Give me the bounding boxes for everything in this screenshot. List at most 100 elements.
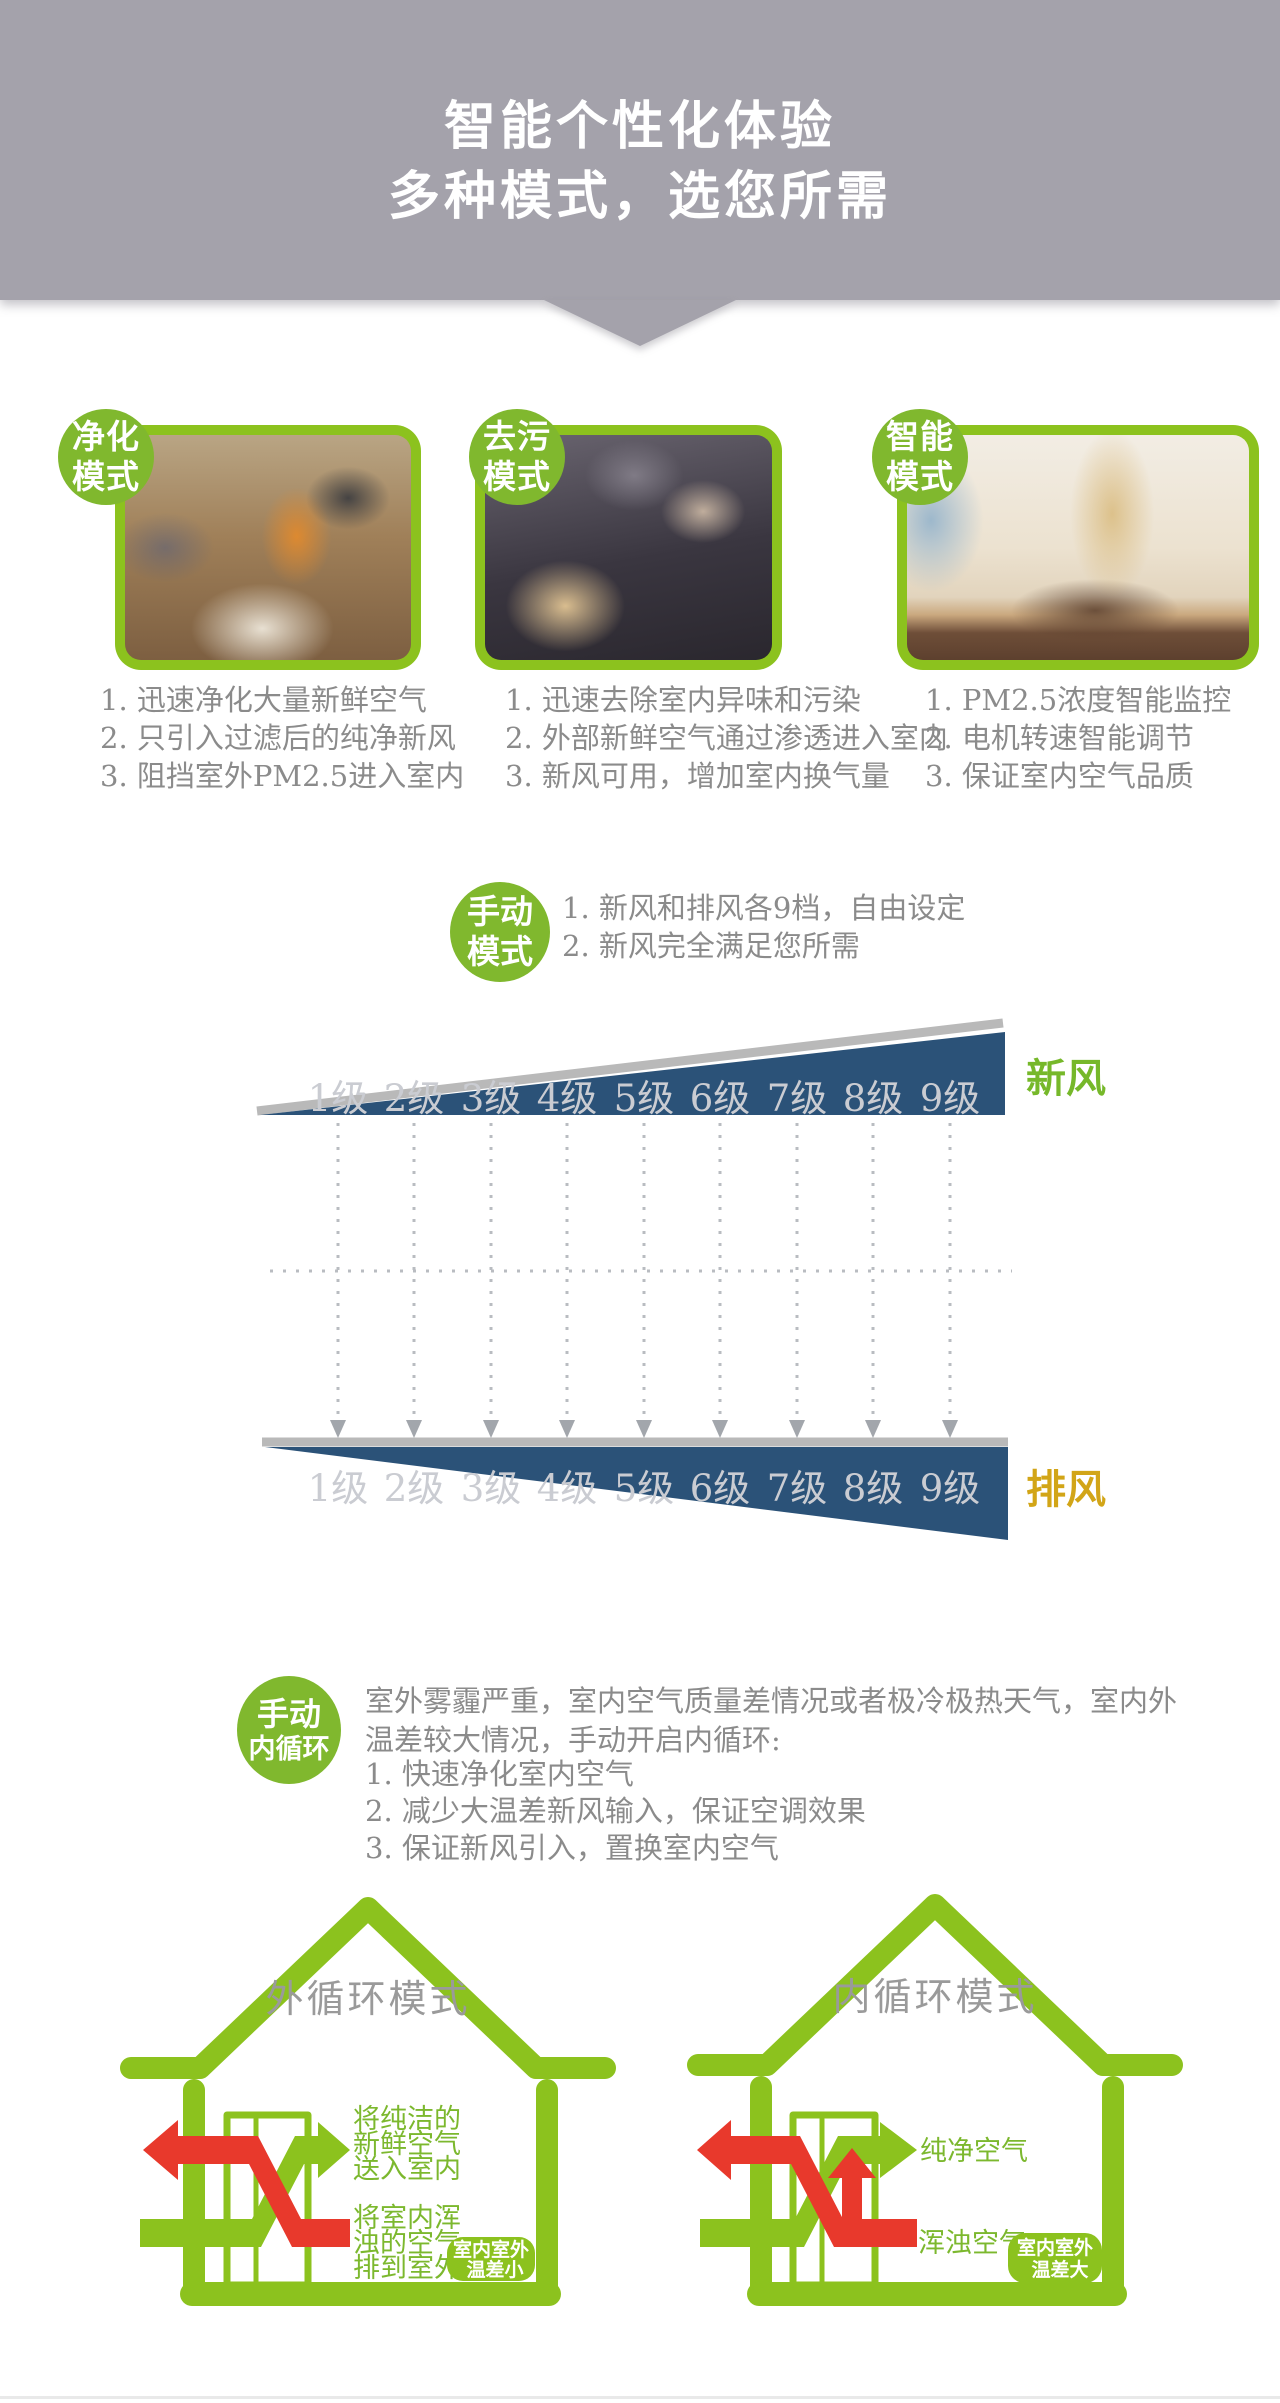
mode-point: 2. 电机转速智能调节: [925, 721, 1194, 755]
fan-levels-diagram: 1级 2级 3级 4级 5级 6级 7级 8级 9级 新风: [256, 1018, 1106, 1540]
exhaust-out-arrow: [697, 2120, 917, 2247]
depollute-mode-badge: 去污 模式: [469, 409, 565, 505]
clean-air-arrow: [700, 2122, 917, 2247]
smart-mode-badge: 智能 模式: [872, 409, 968, 505]
roof: [120, 1897, 616, 2079]
mode-point: 3. 阻挡室外PM2.5进入室内: [100, 759, 465, 793]
mode-point: 1. PM2.5浓度智能监控: [925, 683, 1232, 717]
exhaust-level-label: 3级: [461, 1467, 522, 1510]
supply-level-label: 6级: [690, 1077, 751, 1120]
badge-label: 模式: [467, 933, 533, 970]
note-line: 将室内浑: [353, 2203, 461, 2234]
exhaust-level-label: 8级: [843, 1467, 904, 1510]
exhaust-wedge-shape: [265, 1447, 1008, 1540]
badge-label: 去污: [483, 418, 551, 455]
header-banner: 智能个性化体验 多种模式，选您所需: [0, 0, 1280, 300]
banner-title-line1: 智能个性化体验: [443, 98, 836, 156]
supply-level-label: 8级: [843, 1077, 904, 1120]
badge-line: 室内室外: [1017, 2236, 1093, 2259]
mode-point: 2. 外部新鲜空气通过渗透进入室内: [505, 721, 948, 755]
exhaust-level-label: 9级: [920, 1467, 981, 1510]
exhaust-label: 排风: [1026, 1468, 1106, 1512]
mode-points: 1. 迅速净化大量新鲜空气 2. 只引入过滤后的纯净新风 3. 阻挡室外PM2.…: [100, 681, 465, 795]
mode-point: 2. 只引入过滤后的纯净新风: [100, 721, 456, 755]
exhaust-note: 将室内浑 浊的空气 排到室外: [353, 2203, 461, 2284]
manual-point: 1. 新风和排风各9档，自由设定: [562, 891, 966, 925]
mode-points: 1. PM2.5浓度智能监控 2. 电机转速智能调节 3. 保证室内空气品质: [925, 681, 1259, 795]
supply-label: 新风: [1026, 1057, 1106, 1101]
banner-chevron-icon: [544, 300, 736, 346]
external-circulation-house: 外循环模式 将纯洁的 新鲜空气 送入室内 将室内浑 浊的空气 排到室外 室内室外…: [120, 1897, 616, 2306]
exhaust-level-label: 1级: [308, 1467, 369, 1510]
exhaust-level-label: 4级: [537, 1467, 598, 1510]
exhaust-out-arrow: [143, 2120, 350, 2247]
mode-card-smart: 智能 模式 1. PM2.5浓度智能监控 2. 电机转速智能调节 3. 保证室内…: [872, 409, 1259, 795]
exhaust-level-label: 2级: [384, 1467, 445, 1510]
wedge-highlight-stripe: [256, 1018, 1004, 1116]
loop-point: 2. 减少大温差新风输入，保证空调效果: [365, 1794, 866, 1828]
banner-title-line2: 多种模式，选您所需: [387, 168, 892, 226]
intro-line: 室外雾霾严重，室内空气质量差情况或者极冷极热天气，室内外: [365, 1684, 1178, 1718]
badge-label: 模式: [886, 458, 954, 495]
intro-line: 温差较大情况，手动开启内循环:: [365, 1723, 781, 1757]
supply-level-label: 4级: [537, 1077, 598, 1120]
clean-air-label: 纯净空气: [920, 2136, 1028, 2167]
loop-point: 3. 保证新风引入，置换室内空气: [365, 1831, 779, 1865]
recirculate-up-arrow: [828, 2148, 876, 2233]
page-bottom-divider: [0, 2396, 1280, 2399]
badge-label: 模式: [72, 458, 140, 495]
badge-label: 模式: [483, 458, 551, 495]
circulation-houses-diagram: 外循环模式 将纯洁的 新鲜空气 送入室内 将室内浑 浊的空气 排到室外 室内室外…: [120, 1894, 1183, 2306]
temp-diff-badge-large: 室内室外 温差大: [1008, 2233, 1102, 2283]
exhaust-level-label: 5级: [614, 1467, 675, 1510]
supply-level-label: 3级: [461, 1077, 522, 1120]
exhaust-level-label: 7级: [767, 1467, 828, 1510]
mode-point: 3. 新风可用，增加室内换气量: [505, 759, 890, 793]
level-guides: [270, 1123, 1012, 1416]
mode-card-depollute: 去污 模式 1. 迅速去除室内异味和污染 2. 外部新鲜空气通过渗透进入室内 3…: [469, 409, 948, 795]
note-line: 排到室外: [353, 2253, 461, 2284]
badge-label: 净化: [72, 418, 140, 455]
internal-circulation-house: 内循环模式 纯净空气 浑浊空气 室内室外 温差大: [687, 1894, 1183, 2306]
supply-wedge-shape: [260, 1032, 1005, 1115]
supply-level-label: 2级: [384, 1077, 445, 1120]
inner-loop-intro: 室外雾霾严重，室内空气质量差情况或者极冷极热天气，室内外 温差较大情况，手动开启…: [365, 1682, 1177, 1760]
badge-line: 温差小: [466, 2258, 523, 2281]
supply-level-label: 1级: [308, 1077, 369, 1120]
photo-frame: [115, 425, 421, 670]
badge-label: 内循环: [248, 1734, 330, 1764]
mode-points: 1. 迅速去除室内异味和污染 2. 外部新鲜空气通过渗透进入室内 3. 新风可用…: [505, 681, 948, 795]
mode-point: 1. 迅速去除室内异味和污染: [505, 683, 861, 717]
temp-diff-badge-small: 室内室外 温差小: [447, 2237, 535, 2281]
manual-mode-points: 1. 新风和排风各9档，自由设定 2. 新风完全满足您所需: [562, 889, 965, 965]
badge-label: 智能: [886, 418, 954, 455]
inner-loop-badge: 手动 内循环: [237, 1676, 341, 1784]
note-line: 新鲜空气: [353, 2129, 461, 2160]
manual-point: 2. 新风完全满足您所需: [562, 929, 860, 963]
supply-wedge: 1级 2级 3级 4级 5级 6级 7级 8级 9级 新风: [256, 1018, 1106, 1120]
note-line: 浊的空气: [353, 2228, 461, 2259]
exhaust-level-label: 6级: [690, 1467, 751, 1510]
badge-label: 手动: [467, 893, 533, 930]
roof: [687, 1894, 1183, 2076]
guide-arrowheads: [330, 1420, 958, 1438]
external-house-title: 外循环模式: [265, 1979, 470, 2021]
supply-level-label: 5级: [614, 1077, 675, 1120]
mode-point: 1. 迅速净化大量新鲜空气: [100, 683, 427, 717]
mode-point: 3. 保证室内空气品质: [925, 759, 1194, 793]
dinner-party-photo: [125, 435, 411, 660]
badge-label: 手动: [256, 1696, 321, 1732]
exhaust-wedge: 1级 2级 3级 4级 5级 6级 7级 8级 9级 排风: [262, 1437, 1106, 1540]
badge-line: 温差大: [1031, 2258, 1088, 2281]
inner-loop-points: 1. 快速净化室内空气 2. 减少大温差新风输入，保证空调效果 3. 保证新风引…: [365, 1756, 866, 1867]
note-line: 将纯洁的: [353, 2104, 461, 2135]
purify-mode-badge: 净化 模式: [58, 409, 154, 505]
manual-mode-badge: 手动 模式: [450, 882, 550, 982]
badge-line: 室内室外: [453, 2238, 529, 2261]
supply-level-label: 7级: [767, 1077, 828, 1120]
supply-level-label: 9级: [920, 1077, 981, 1120]
internal-house-title: 内循环模式: [832, 1977, 1037, 2019]
note-line: 送入室内: [353, 2154, 461, 2185]
supply-note: 将纯洁的 新鲜空气 送入室内: [353, 2104, 461, 2185]
